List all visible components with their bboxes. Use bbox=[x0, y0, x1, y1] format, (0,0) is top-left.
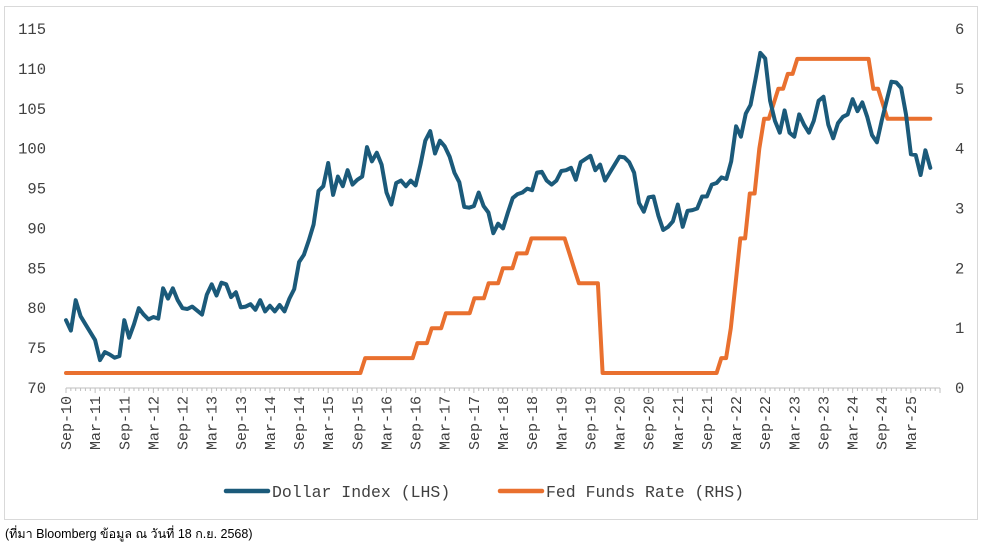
x-tick-label: Sep-20 bbox=[642, 396, 659, 450]
right-y-tick-label: 6 bbox=[955, 21, 964, 39]
left-y-tick-label: 75 bbox=[27, 340, 46, 358]
legend: Dollar Index (LHS) Fed Funds Rate (RHS) bbox=[223, 483, 744, 502]
right-y-tick-label: 1 bbox=[955, 320, 964, 338]
dollar-index-line bbox=[64, 50, 933, 363]
x-tick-label: Sep-12 bbox=[176, 396, 193, 450]
x-tick-label: Mar-14 bbox=[263, 396, 280, 450]
axes: Sep-10 Mar-11 Sep-11 Mar-12 Sep-12 Mar-13 Sep-… bbox=[18, 21, 964, 450]
legend-fed-funds-rate-label: Fed Funds Rate (RHS) bbox=[546, 483, 744, 502]
left-y-tick-label: 115 bbox=[18, 21, 46, 39]
x-tick-label: Sep-10 bbox=[59, 396, 76, 450]
source-note: (ที่มา Bloomberg ข้อมูล ณ วันที่ 18 ก.ย.… bbox=[5, 527, 253, 541]
left-y-tick-label: 70 bbox=[27, 380, 46, 398]
left-y-tick-label: 95 bbox=[27, 181, 46, 199]
x-tick-label: Sep-23 bbox=[816, 396, 833, 450]
x-tick-label: Mar-18 bbox=[496, 396, 513, 450]
chart-frame bbox=[4, 6, 978, 520]
right-y-tick-label: 0 bbox=[955, 380, 964, 398]
x-tick-label: Sep-17 bbox=[467, 396, 484, 450]
right-y-tick-label: 5 bbox=[955, 81, 964, 99]
left-y-tick-label: 90 bbox=[27, 220, 46, 238]
dollar-index-fed-funds-chart: Sep-10 Mar-11 Sep-11 Mar-12 Sep-12 Mar-13 Sep-… bbox=[18, 21, 964, 502]
left-y-tick-label: 80 bbox=[27, 300, 46, 318]
legend-dollar-index-label: Dollar Index (LHS) bbox=[272, 483, 450, 502]
left-y-tick-label: 105 bbox=[18, 101, 46, 119]
fed-funds-rate-line bbox=[64, 56, 933, 375]
x-tick-label: Mar-13 bbox=[205, 396, 222, 450]
x-tick-label: Mar-17 bbox=[438, 396, 455, 450]
x-tick-label: Mar-15 bbox=[321, 396, 338, 450]
right-y-tick-label: 4 bbox=[955, 141, 964, 159]
x-tick-label: Sep-19 bbox=[583, 396, 600, 450]
x-tick-label: Mar-12 bbox=[146, 396, 163, 450]
x-tick-label: Mar-19 bbox=[554, 396, 571, 450]
x-tick-label: Mar-22 bbox=[729, 396, 746, 450]
x-tick-label: Mar-25 bbox=[904, 396, 921, 450]
right-y-tick-label: 2 bbox=[955, 260, 964, 278]
x-tick-label: Sep-13 bbox=[234, 396, 251, 450]
x-tick-label: Sep-21 bbox=[700, 396, 717, 450]
series-lines bbox=[64, 50, 933, 375]
left-y-tick-label: 85 bbox=[27, 260, 46, 278]
left-y-tick-label: 100 bbox=[18, 141, 46, 159]
right-y-tick-label: 3 bbox=[955, 201, 964, 219]
x-tick-label: Sep-16 bbox=[409, 396, 426, 450]
x-tick-label: Sep-14 bbox=[292, 396, 309, 450]
x-tick-label: Sep-22 bbox=[758, 396, 775, 450]
x-tick-label: Sep-11 bbox=[117, 396, 134, 450]
x-tick-label: Mar-16 bbox=[379, 396, 396, 450]
x-tick-label: Sep-18 bbox=[525, 396, 542, 450]
x-tick-label: Mar-24 bbox=[846, 396, 863, 450]
x-tick-label: Mar-21 bbox=[671, 396, 688, 450]
x-tick-label: Sep-24 bbox=[875, 396, 892, 450]
x-tick-label: Mar-11 bbox=[88, 396, 105, 450]
left-y-tick-label: 110 bbox=[18, 61, 46, 79]
x-tick-label: Sep-15 bbox=[350, 396, 367, 450]
x-tick-label: Mar-23 bbox=[787, 396, 804, 450]
x-tick-label: Mar-20 bbox=[613, 396, 630, 450]
